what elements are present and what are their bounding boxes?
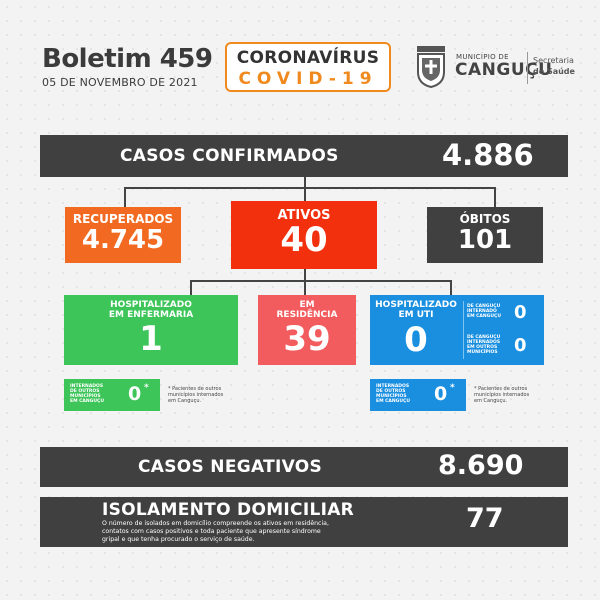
secretaria-line2: de Saúde (533, 67, 575, 76)
icu-note-line1: * Pacientes de outros (474, 386, 528, 392)
ward-label-line2: EM ENFERMARIA (108, 310, 194, 320)
ward-note-line3: em Canguçu. (168, 398, 202, 404)
home-residence-box: EM RESIDÊNCIA 39 (258, 295, 356, 365)
ward-sub-asterisk: * (144, 383, 149, 393)
icu-side1-labels: DE CANGUÇU INTERNADO EM CANGUÇU (467, 304, 501, 319)
icu-sub-labels: INTERNADOS DE OUTROS MUNICÍPIOS EM CANGU… (376, 384, 410, 404)
ward-sub-line2: DE OUTROS (70, 389, 100, 394)
ward-sub-note: * Pacientes de outros municípios interna… (168, 386, 223, 404)
icu-sub-line2: DE OUTROS (376, 389, 406, 394)
icu-side2-line4: MUNICÍPIOS (467, 350, 498, 355)
ward-other-municipalities-box: INTERNADOS DE OUTROS MUNICÍPIOS EM CANGU… (64, 379, 160, 411)
icu-note-line2: municípios internados (474, 392, 530, 398)
connector (190, 280, 192, 295)
icu-sub-line4: EM CANGUÇU (376, 399, 410, 404)
page-title: Boletim 459 (42, 44, 213, 74)
connector (304, 280, 306, 295)
confirmed-cases-label: CASOS CONFIRMADOS (120, 146, 339, 166)
deaths-value: 101 (457, 225, 513, 255)
residence-label-line1: EM (299, 300, 315, 310)
connector (304, 269, 306, 281)
negative-cases-label: CASOS NEGATIVOS (138, 457, 323, 477)
icu-side1-line1: DE CANGUÇU (467, 304, 501, 309)
confirmed-cases-bar: CASOS CONFIRMADOS 4.886 (40, 135, 568, 177)
icu-other-municipalities-box: INTERNADOS DE OUTROS MUNICÍPIOS EM CANGU… (370, 379, 466, 411)
connector (494, 187, 496, 207)
negative-cases-value: 8.690 (438, 450, 524, 481)
active-label: ATIVOS (277, 208, 331, 223)
recovered-label: RECUPERADOS (72, 212, 174, 226)
icu-sub-value: 0 (434, 383, 448, 405)
confirmed-cases-value: 4.886 (442, 138, 534, 172)
home-isolation-desc-line3: gripal e que tenha procurado o serviço d… (102, 536, 255, 543)
ward-note-line1: * Pacientes de outros (168, 386, 222, 392)
ward-hospitalized-box: HOSPITALIZADO EM ENFERMARIA 1 (64, 295, 238, 365)
active-value: 40 (280, 220, 328, 260)
connector (450, 280, 452, 295)
residence-value: 39 (283, 319, 331, 359)
bulletin-date: 05 DE NOVEMBRO DE 2021 (42, 76, 198, 89)
icu-side1-value: 0 (514, 302, 527, 323)
icu-side2-line2: INTERNADOS (467, 340, 501, 345)
connector (190, 280, 452, 282)
ward-sub-value: 0 (128, 383, 142, 405)
ward-value: 1 (139, 319, 163, 359)
icu-sub-asterisk: * (450, 383, 455, 393)
deaths-box: ÓBITOS 101 (427, 207, 543, 263)
connector (124, 187, 126, 207)
connector (304, 177, 306, 201)
ward-sub-line3: MUNICÍPIOS (70, 394, 101, 399)
icu-note-line3: em Canguçu. (474, 398, 508, 404)
icu-sub-note: * Pacientes de outros municípios interna… (474, 386, 529, 404)
icu-hospitalized-box: HOSPITALIZADO EM UTI 0 DE CANGUÇU INTERN… (370, 295, 544, 365)
covid-badge-line1: CORONAVÍRUS (236, 48, 380, 68)
icu-divider (463, 301, 464, 359)
secretaria-line1: Secretaria (533, 56, 574, 65)
home-isolation-description: O número de isolados em domicílio compre… (102, 520, 329, 544)
municipio-small-label: MUNICÍPIO DE (456, 53, 509, 61)
ward-sub-line1: INTERNADOS (70, 384, 104, 389)
ward-sub-line4: EM CANGUÇU (70, 399, 104, 404)
home-isolation-desc-line1: O número de isolados em domicílio compre… (102, 520, 329, 527)
covid-badge-line2: COVID-19 (238, 69, 378, 89)
icu-label-line2: EM UTI (398, 310, 434, 320)
icu-side1-line3: EM CANGUÇU (467, 314, 501, 319)
home-isolation-value: 77 (466, 503, 504, 534)
icu-side2-line3: EM OUTROS (467, 345, 498, 350)
icu-sub-line1: INTERNADOS (376, 384, 410, 389)
recovered-box: RECUPERADOS 4.745 (65, 207, 181, 263)
ward-note-line2: municípios internados (168, 392, 224, 398)
icu-sub-line3: MUNICÍPIOS (376, 394, 407, 399)
ward-sub-labels: INTERNADOS DE OUTROS MUNICÍPIOS EM CANGU… (70, 384, 104, 404)
icu-side2-value: 0 (514, 335, 527, 356)
covid-badge: CORONAVÍRUS COVID-19 (225, 42, 391, 92)
icu-label-line1: HOSPITALIZADO (375, 300, 457, 310)
negative-cases-bar: CASOS NEGATIVOS 8.690 (40, 447, 568, 487)
icu-side1-line2: INTERNADO (467, 309, 497, 314)
home-isolation-bar: ISOLAMENTO DOMICILIAR O número de isolad… (40, 497, 568, 547)
icu-value: 0 (404, 320, 428, 360)
icu-side2-line1: DE CANGUÇU (467, 335, 501, 340)
residence-label-line2: RESIDÊNCIA (276, 310, 338, 320)
ward-label-line1: HOSPITALIZADO (110, 300, 192, 310)
recovered-value: 4.745 (81, 225, 165, 255)
icu-side2-labels: DE CANGUÇU INTERNADOS EM OUTROS MUNICÍPI… (467, 335, 500, 355)
connector (124, 187, 496, 189)
active-box: ATIVOS 40 (231, 201, 377, 269)
home-isolation-label: ISOLAMENTO DOMICILIAR (102, 500, 355, 520)
deaths-label: ÓBITOS (459, 212, 511, 226)
header-divider (527, 52, 528, 84)
municipal-crest-icon (417, 46, 445, 88)
home-isolation-desc-line2: contatos com casos positivos e toda paci… (102, 528, 321, 535)
